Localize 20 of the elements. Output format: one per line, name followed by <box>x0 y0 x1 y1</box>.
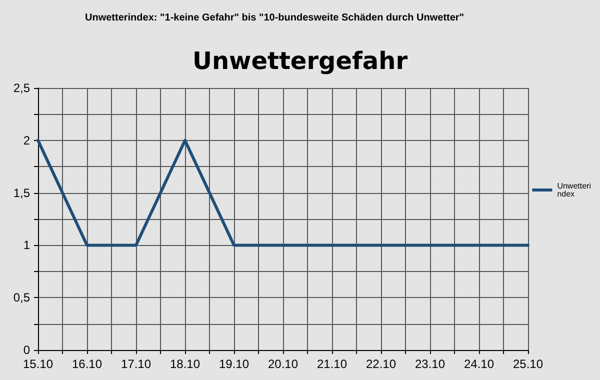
x-tick-label: 17.10 <box>120 357 152 371</box>
x-tick-label: 25.10 <box>512 357 544 371</box>
x-tick-label: 20.10 <box>268 357 298 371</box>
y-tick-label: 2 <box>23 133 30 148</box>
x-tick-label: 18.10 <box>170 357 200 371</box>
y-tick-label: 0 <box>23 343 30 357</box>
y-tick-label: 2,5 <box>13 81 30 95</box>
chart-title: Unwettergefahr <box>192 47 408 75</box>
x-tick-label: 23.10 <box>414 357 446 371</box>
legend-label: Unwetterindex <box>557 182 592 198</box>
y-tick-label: 1,5 <box>13 186 30 200</box>
y-tick-label: 1 <box>23 238 30 252</box>
x-tick-label: 21.10 <box>316 357 348 371</box>
x-tick-label: 16.10 <box>72 357 102 371</box>
x-tick-label: 19.10 <box>218 357 250 371</box>
x-tick-label: 24.10 <box>464 357 494 371</box>
x-tick-label: 15.10 <box>22 357 54 371</box>
text: Unwetterindex: "1-keine Gefahr" bis "10-bundesweite Schäden durch Unwetter" <box>85 12 464 24</box>
x-tick-label: 22.10 <box>366 357 396 371</box>
y-tick-label: 0,5 <box>13 290 30 305</box>
